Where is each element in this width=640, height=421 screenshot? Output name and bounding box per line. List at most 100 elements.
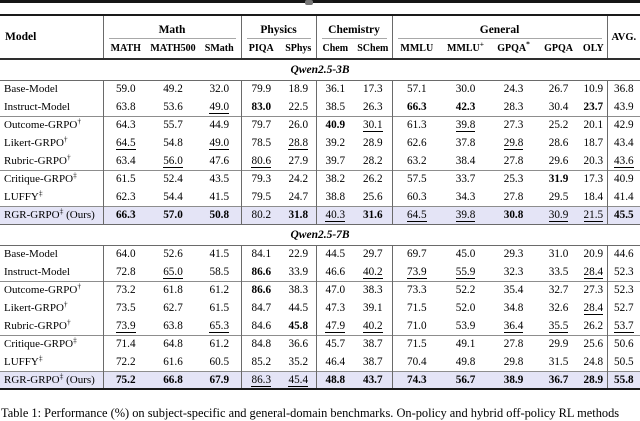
score-value: 20.1	[583, 119, 604, 132]
score-value: 47.6	[209, 154, 230, 167]
score-cell: 71.5	[392, 299, 441, 317]
score-value: 20.9	[583, 248, 604, 261]
score-value: 40.9	[614, 173, 634, 186]
column-header: MATH500	[150, 43, 196, 54]
score-value: 52.4	[163, 173, 183, 186]
score-value: 56.7	[455, 373, 476, 386]
score-cell: 29.5	[537, 188, 580, 206]
score-value: 45.8	[288, 319, 309, 332]
score-value: 64.3	[115, 119, 136, 132]
avg-score-cell: 44.6	[607, 245, 640, 263]
score-value: 28.3	[503, 100, 524, 113]
score-value: 69.7	[406, 248, 427, 261]
score-cell: 52.4	[148, 170, 198, 188]
score-value: 32.7	[548, 284, 569, 297]
score-value: 84.6	[251, 319, 272, 332]
score-value: 32.0	[209, 83, 230, 96]
table-row: Rubric-GRPO† 63.4 56.0 47.6 80.6 27.9 39.7 28.2…	[0, 152, 640, 170]
score-value: 64.8	[163, 338, 183, 351]
score-value: 43.9	[614, 100, 634, 113]
score-cell: 30.0	[441, 80, 490, 98]
score-cell: 61.2	[198, 335, 242, 353]
score-value: 39.8	[455, 119, 476, 133]
score-cell: 31.5	[537, 353, 580, 371]
score-cell: 38.5	[316, 98, 354, 116]
score-cell: 41.5	[198, 188, 242, 206]
avg-score-cell: 42.9	[607, 116, 640, 134]
score-cell: 10.9	[580, 80, 608, 98]
model-name-cell: Critique-GRPO‡	[0, 170, 104, 188]
score-cell: 37.8	[441, 134, 490, 152]
score-cell: 25.6	[354, 188, 393, 206]
column-header-model: Model	[0, 15, 104, 59]
score-value: 41.5	[209, 190, 230, 203]
score-cell: 32.6	[537, 299, 580, 317]
column-group-header: Chemistry	[316, 15, 393, 39]
score-value: 72.2	[115, 355, 136, 368]
score-cell: 43.7	[354, 371, 393, 389]
score-value: 49.0	[209, 100, 230, 114]
score-value: 79.3	[251, 173, 272, 186]
score-value: 56.0	[163, 154, 183, 168]
score-value: 38.5	[325, 100, 346, 113]
score-value: 27.9	[288, 154, 309, 167]
score-cell: 29.7	[354, 245, 393, 263]
score-cell: 57.1	[392, 80, 441, 98]
score-value: 71.5	[406, 338, 427, 351]
score-cell: 33.9	[281, 263, 317, 281]
score-value: 25.6	[583, 338, 604, 351]
score-value: 40.9	[325, 119, 346, 132]
score-cell: 64.8	[148, 335, 198, 353]
score-cell: 83.0	[241, 98, 281, 116]
score-cell: 84.8	[241, 335, 281, 353]
score-cell: 79.5	[241, 188, 281, 206]
score-value: 26.2	[362, 173, 383, 186]
score-value: 61.5	[209, 302, 230, 314]
table-row: Outcome-GRPO† 73.2 61.8 61.2 86.6 38.3 47.0 38.…	[0, 281, 640, 299]
score-cell: 31.9	[537, 170, 580, 188]
score-cell: 36.7	[537, 371, 581, 389]
score-value: 31.5	[548, 355, 569, 368]
score-cell: 39.8	[441, 116, 490, 134]
score-value: 41.4	[614, 190, 634, 203]
avg-score-cell: 45.5	[607, 206, 640, 224]
column-header: Chem	[322, 43, 349, 54]
score-cell: 30.8	[490, 206, 538, 224]
score-cell: 27.8	[490, 188, 537, 206]
score-cell: 56.0	[148, 152, 198, 170]
score-value: 46.6	[325, 265, 346, 278]
model-name-cell: Critique-GRPO‡	[0, 335, 104, 353]
score-cell: 29.8	[490, 353, 537, 371]
score-value: 54.8	[163, 137, 183, 149]
avg-score-cell: 36.8	[607, 80, 640, 98]
score-value: 45.4	[288, 373, 309, 387]
score-value: 72.8	[115, 265, 136, 278]
score-value: 80.2	[251, 209, 272, 221]
table-row: RGR-GRPO‡ (Ours) 66.3 57.0 50.8 80.2 31.8 40.3…	[0, 206, 640, 224]
dagger-superscript: †	[77, 116, 82, 126]
score-value: 20.3	[583, 154, 604, 167]
score-value: 18.4	[583, 190, 604, 203]
score-value: 83.0	[251, 100, 272, 113]
score-cell: 47.6	[198, 152, 242, 170]
avg-score-cell: 50.5	[607, 353, 640, 371]
score-cell: 42.3	[441, 98, 490, 116]
score-cell: 44.9	[198, 116, 242, 134]
score-cell: 25.3	[490, 170, 537, 188]
model-name-cell: Rubric-GRPO†	[0, 317, 104, 335]
column-header-avg: AVG.	[611, 31, 637, 43]
score-cell: 40.2	[354, 317, 393, 335]
score-value: 55.7	[163, 119, 183, 132]
score-value: 64.5	[115, 137, 136, 150]
score-cell: 57.0	[148, 206, 198, 224]
score-cell: 79.3	[241, 170, 281, 188]
score-cell: 47.9	[316, 317, 354, 335]
score-value: 28.4	[583, 265, 604, 279]
avg-score-cell: 43.9	[607, 98, 640, 116]
score-cell: 72.8	[103, 263, 148, 281]
score-cell: 30.1	[354, 116, 393, 134]
dagger-superscript: †	[77, 281, 82, 291]
score-cell: 25.2	[537, 116, 580, 134]
score-value: 40.2	[362, 319, 383, 333]
score-cell: 38.7	[354, 353, 393, 371]
